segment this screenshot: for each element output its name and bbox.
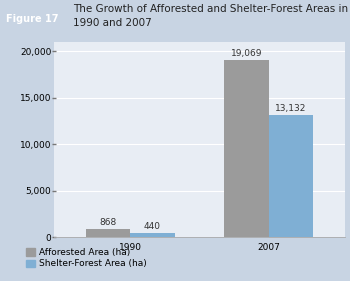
Legend: Afforested Area (ha), Shelter-Forest Area (ha): Afforested Area (ha), Shelter-Forest Are… xyxy=(26,248,147,268)
Text: 440: 440 xyxy=(144,222,161,231)
Text: 13,132: 13,132 xyxy=(275,104,307,113)
Bar xyxy=(86,229,130,237)
Bar xyxy=(224,60,269,237)
Text: The Growth of Afforested and Shelter-Forest Areas in Tibet Between
1990 and 2007: The Growth of Afforested and Shelter-For… xyxy=(73,4,350,28)
Bar xyxy=(130,233,175,237)
Text: Figure 17: Figure 17 xyxy=(6,14,59,24)
Bar xyxy=(269,115,313,237)
Text: 868: 868 xyxy=(100,218,117,227)
Text: 19,069: 19,069 xyxy=(231,49,262,58)
